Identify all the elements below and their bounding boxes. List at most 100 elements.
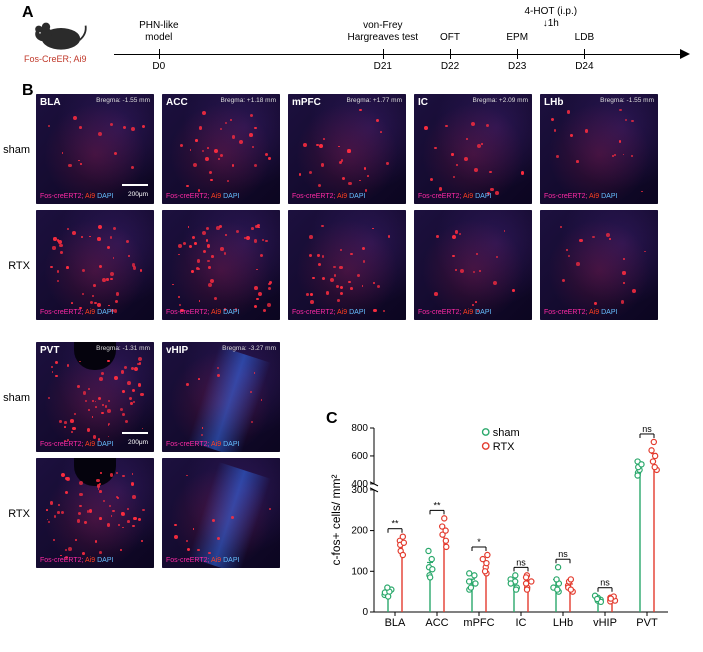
bregma-label: Bregma: +1.18 mm <box>221 97 276 104</box>
sig-label: ns <box>600 578 610 588</box>
micro-image-vhip-rtx: Fos-creERT2; Ai9DAPI <box>162 458 280 568</box>
signature-label: Fos-creERT2; Ai9DAPI <box>40 193 113 200</box>
micro-image-pvt-rtx: Fos-creERT2; Ai9DAPI <box>36 458 154 568</box>
signature-label: Fos-creERT2; Ai9DAPI <box>40 309 113 316</box>
x-tick-label: vHIP <box>593 617 617 629</box>
micro-image-bla-rtx: Fos-creERT2; Ai9DAPI <box>36 210 154 320</box>
timeline-header: 4-HOT (i.p.) <box>524 6 577 17</box>
micro-image-mpfc-sham: mPFCBregma: +1.77 mmFos-creERT2; Ai9DAPI <box>288 94 406 204</box>
legend-label-sham: sham <box>493 427 520 439</box>
data-point <box>635 473 640 478</box>
timeline-tick <box>159 49 160 59</box>
panel-b-label: B <box>22 82 34 100</box>
region-label: IC <box>418 97 428 108</box>
scale-text: 200μm <box>128 439 148 446</box>
y-axis-title: c-fos+ cells/ mm² <box>329 474 343 565</box>
data-point <box>385 585 390 590</box>
signature-label: Fos-creERT2; Ai9DAPI <box>544 193 617 200</box>
timeline-tick <box>383 49 384 59</box>
micro-image-ic-rtx: Fos-creERT2; Ai9DAPI <box>414 210 532 320</box>
sig-label: ns <box>558 549 568 559</box>
data-point <box>595 596 600 601</box>
micro-image-acc-sham: ACCBregma: +1.18 mmFos-creERT2; Ai9DAPI <box>162 94 280 204</box>
data-point <box>428 575 433 580</box>
timeline-tick <box>584 49 585 59</box>
signature-label: Fos-creERT2; Ai9DAPI <box>292 309 365 316</box>
region-label: LHb <box>544 97 563 108</box>
data-point <box>400 534 405 539</box>
legend-marker-sham <box>483 429 489 435</box>
bregma-label: Bregma: -1.55 mm <box>600 97 654 104</box>
data-point <box>401 540 406 545</box>
data-point <box>444 544 449 549</box>
signature-label: Fos-creERT2; Ai9DAPI <box>418 193 491 200</box>
micro-image-mpfc-rtx: Fos-creERT2; Ai9DAPI <box>288 210 406 320</box>
data-point <box>554 577 559 582</box>
data-point <box>467 579 472 584</box>
data-point <box>650 459 655 464</box>
row-caption-rtx: RTX <box>8 260 30 272</box>
timeline-event-label: LDB <box>575 32 594 43</box>
timeline-tick <box>517 49 518 59</box>
signature-label: Fos-creERT2; Ai9DAPI <box>292 193 365 200</box>
x-tick-label: PVT <box>636 617 658 629</box>
legend-marker-rtx <box>483 443 489 449</box>
data-point <box>529 579 534 584</box>
timeline-event-label: model <box>145 32 172 43</box>
signature-label: Fos-creERT2; Ai9DAPI <box>166 557 239 564</box>
data-point <box>653 453 658 458</box>
legend-label-rtx: RTX <box>493 441 515 453</box>
data-point <box>568 587 573 592</box>
bregma-label: Bregma: -1.55 mm <box>96 97 150 104</box>
data-point <box>400 552 405 557</box>
data-point <box>485 552 490 557</box>
timeline-day-label: D23 <box>508 61 526 72</box>
data-point <box>443 538 448 543</box>
data-point <box>524 587 529 592</box>
timeline-day-label: D21 <box>374 61 392 72</box>
micro-image-vhip-sham: vHIP Bregma: -3.27 mm Fos-creERT2; Ai9DAPI <box>162 342 280 452</box>
x-tick-label: BLA <box>385 617 406 629</box>
data-point <box>652 465 657 470</box>
data-point <box>467 571 472 576</box>
signature-label: Fos-creERT2; Ai9DAPI <box>418 309 491 316</box>
data-point <box>639 462 644 467</box>
bregma-label: Bregma: -3.27 mm <box>222 345 276 352</box>
data-point <box>430 567 435 572</box>
data-point <box>468 585 473 590</box>
sig-label: ns <box>642 424 652 434</box>
signature-label: Fos-creERT2; Ai9DAPI <box>166 441 239 448</box>
region-label: BLA <box>40 97 61 108</box>
region-label: vHIP <box>166 345 188 356</box>
data-point <box>523 581 528 586</box>
data-point <box>482 569 487 574</box>
data-point <box>472 573 477 578</box>
data-point <box>480 556 485 561</box>
y-tick-label: 100 <box>351 566 368 577</box>
micro-image-pvt-sham: PVTBregma: -1.31 mmFos-creERT2; Ai9DAPI2… <box>36 342 154 452</box>
scale-bar <box>122 432 148 434</box>
signature-label: Fos-creERT2; Ai9DAPI <box>40 557 113 564</box>
timeline-event-label: von-Frey <box>363 20 402 31</box>
y-tick-label: 200 <box>351 526 368 537</box>
data-point <box>508 581 513 586</box>
data-point <box>608 596 613 601</box>
micro-image-lhb-sham: LHb Bregma: -1.55 mm Fos-creERT2; Ai9DAPI <box>540 94 658 204</box>
x-tick-label: ACC <box>425 617 448 629</box>
signature-label: Fos-creERT2; Ai9DAPI <box>544 309 617 316</box>
timeline-axis <box>114 54 684 55</box>
data-point <box>651 439 656 444</box>
data-point <box>473 581 478 586</box>
mouse-caption: Fos-CreER; Ai9 <box>24 54 87 64</box>
timeline-day-label: D22 <box>441 61 459 72</box>
micro-image-acc-rtx: Fos-creERT2; Ai9DAPI <box>162 210 280 320</box>
timeline-event-label: OFT <box>440 32 460 43</box>
scale-text: 200μm <box>128 191 148 198</box>
data-point <box>513 573 518 578</box>
region-label: mPFC <box>292 97 321 108</box>
y-tick-label: 800 <box>351 423 368 434</box>
row-caption-sham: sham <box>3 144 30 156</box>
signature-label: Fos-creERT2; Ai9DAPI <box>166 309 239 316</box>
signature-label: Fos-creERT2; Ai9DAPI <box>166 193 239 200</box>
micro-image-bla-sham: BLA Bregma: -1.55 mm Fos-creERT2; Ai9DAPI 2… <box>36 94 154 204</box>
